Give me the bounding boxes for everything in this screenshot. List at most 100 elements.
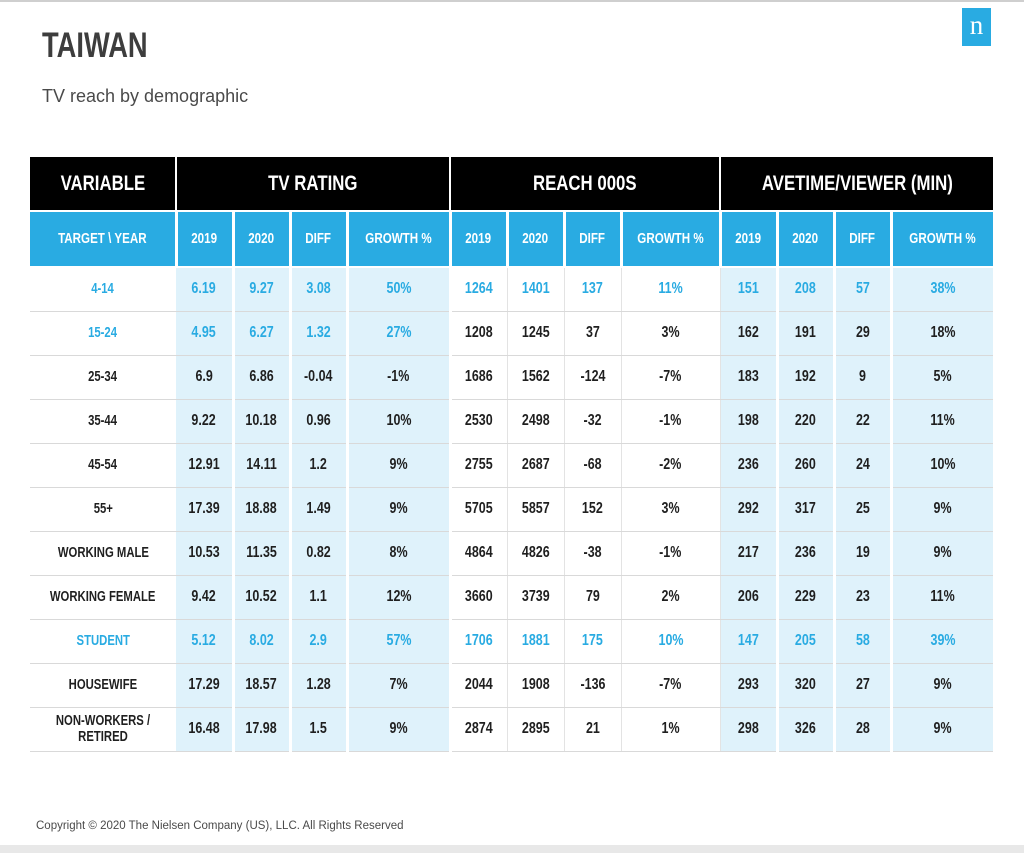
data-cell: 4826 bbox=[507, 531, 565, 576]
data-cell: 208 bbox=[777, 267, 836, 312]
header-2020: 2020 bbox=[233, 211, 292, 268]
data-cell: 192 bbox=[777, 355, 836, 400]
data-cell: 6.27 bbox=[233, 311, 292, 356]
header-tv-rating: TV RATING bbox=[176, 157, 452, 212]
data-cell: 2044 bbox=[450, 663, 508, 708]
data-cell: 25 bbox=[834, 487, 893, 532]
row-label: 35-44 bbox=[30, 399, 176, 444]
data-cell: 2530 bbox=[450, 399, 508, 444]
data-cell: 8% bbox=[347, 531, 452, 576]
header-2019: 2019 bbox=[720, 211, 779, 268]
bottom-bar bbox=[0, 845, 1024, 853]
data-cell: 3.08 bbox=[290, 267, 349, 312]
data-cell: 236 bbox=[777, 531, 836, 576]
data-cell: 205 bbox=[777, 619, 836, 664]
data-cell: 17.98 bbox=[233, 707, 292, 752]
data-cell: 6.19 bbox=[176, 267, 235, 312]
page-subtitle: TV reach by demographic bbox=[42, 86, 249, 106]
data-cell: 260 bbox=[777, 443, 836, 488]
data-cell: 12.91 bbox=[176, 443, 235, 488]
data-cell: -7% bbox=[621, 355, 721, 400]
data-cell: 1.49 bbox=[290, 487, 349, 532]
data-cell: 5705 bbox=[450, 487, 508, 532]
row-label: WORKING MALE bbox=[30, 531, 176, 576]
data-cell: 18.88 bbox=[233, 487, 292, 532]
data-cell: 11% bbox=[891, 399, 994, 444]
header-variable: VARIABLE bbox=[30, 157, 177, 212]
row-label: STUDENT bbox=[30, 619, 176, 664]
data-cell: 17.39 bbox=[176, 487, 235, 532]
header-growth: GROWTH % bbox=[347, 211, 452, 268]
data-cell: 1% bbox=[621, 707, 721, 752]
data-cell: 2687 bbox=[507, 443, 565, 488]
data-cell: 162 bbox=[720, 311, 779, 356]
row-label: 15-24 bbox=[30, 311, 176, 356]
data-cell: 229 bbox=[777, 575, 836, 620]
data-cell: 9% bbox=[891, 531, 994, 576]
table-row: 35-44 9.22 10.18 0.96 10% 2530 2498 -32 -1% 198 22… bbox=[30, 399, 994, 444]
table-row: 4-14 6.19 9.27 3.08 50% 1264 1401 137 11% 151 208 5… bbox=[30, 267, 994, 312]
header-growth: GROWTH % bbox=[621, 211, 722, 268]
row-label: HOUSEWIFE bbox=[30, 663, 176, 708]
data-cell: 9.42 bbox=[176, 575, 235, 620]
table-row: 15-24 4.95 6.27 1.32 27% 1208 1245 37 3% 162 191 29… bbox=[30, 311, 994, 356]
data-cell: -136 bbox=[564, 663, 622, 708]
data-cell: 10% bbox=[347, 399, 452, 444]
data-cell: 1401 bbox=[507, 267, 565, 312]
data-cell: 8.02 bbox=[233, 619, 292, 664]
group-header-row: VARIABLE TV RATING REACH 000S AVETIME/VI… bbox=[30, 157, 994, 212]
data-cell: 21 bbox=[564, 707, 622, 752]
data-cell: -68 bbox=[564, 443, 622, 488]
row-label: 25-34 bbox=[30, 355, 176, 400]
data-cell: 50% bbox=[347, 267, 452, 312]
data-cell: 2895 bbox=[507, 707, 565, 752]
data-cell: 175 bbox=[564, 619, 622, 664]
data-cell: 5% bbox=[891, 355, 994, 400]
data-cell: 27% bbox=[347, 311, 452, 356]
data-cell: 152 bbox=[564, 487, 622, 532]
data-cell: 23 bbox=[834, 575, 893, 620]
data-cell: -7% bbox=[621, 663, 721, 708]
data-cell: 10.18 bbox=[233, 399, 292, 444]
data-cell: 1208 bbox=[450, 311, 508, 356]
data-cell: 1245 bbox=[507, 311, 565, 356]
data-cell: 1.2 bbox=[290, 443, 349, 488]
header-avetime: AVETIME/VIEWER (MIN) bbox=[720, 157, 994, 212]
row-label: 45-54 bbox=[30, 443, 176, 488]
data-cell: 298 bbox=[720, 707, 779, 752]
data-cell: 11% bbox=[891, 575, 994, 620]
data-cell: 2874 bbox=[450, 707, 508, 752]
copyright-text: Copyright © 2020 The Nielsen Company (US… bbox=[36, 820, 404, 832]
data-cell: 137 bbox=[564, 267, 622, 312]
nielsen-logo-letter: n bbox=[969, 9, 984, 40]
data-cell: 11.35 bbox=[233, 531, 292, 576]
sub-header-row: TARGET \ YEAR 2019 2020 DIFF GROWTH % 20… bbox=[30, 211, 994, 268]
data-cell: 0.82 bbox=[290, 531, 349, 576]
row-label: NON-WORKERS / RETIRED bbox=[30, 707, 176, 752]
table-row: STUDENT 5.12 8.02 2.9 57% 1706 1881 175 10% 147 20… bbox=[30, 619, 994, 664]
header-2019: 2019 bbox=[176, 211, 235, 268]
data-cell: -38 bbox=[564, 531, 622, 576]
data-cell: 217 bbox=[720, 531, 779, 576]
data-cell: 9% bbox=[347, 487, 452, 532]
data-cell: 183 bbox=[720, 355, 779, 400]
data-cell: -124 bbox=[564, 355, 622, 400]
data-cell: 3739 bbox=[507, 575, 565, 620]
page-title: TAIWAN bbox=[42, 26, 148, 65]
header-2019: 2019 bbox=[450, 211, 509, 268]
data-cell: 320 bbox=[777, 663, 836, 708]
data-cell: 236 bbox=[720, 443, 779, 488]
table-body: 4-14 6.19 9.27 3.08 50% 1264 1401 137 11% 151 208 5… bbox=[30, 267, 994, 752]
data-cell: 14.11 bbox=[233, 443, 292, 488]
data-cell: 37 bbox=[564, 311, 622, 356]
header-diff: DIFF bbox=[290, 211, 349, 268]
data-cell: 17.29 bbox=[176, 663, 235, 708]
data-cell: 9.27 bbox=[233, 267, 292, 312]
data-cell: 1908 bbox=[507, 663, 565, 708]
header-target-year: TARGET \ YEAR bbox=[30, 211, 178, 268]
data-cell: -0.04 bbox=[290, 355, 349, 400]
data-cell: 16.48 bbox=[176, 707, 235, 752]
data-cell: 1881 bbox=[507, 619, 565, 664]
data-cell: 1.32 bbox=[290, 311, 349, 356]
table-row: HOUSEWIFE 17.29 18.57 1.28 7% 2044 1908 -136 -7%… bbox=[30, 663, 994, 708]
